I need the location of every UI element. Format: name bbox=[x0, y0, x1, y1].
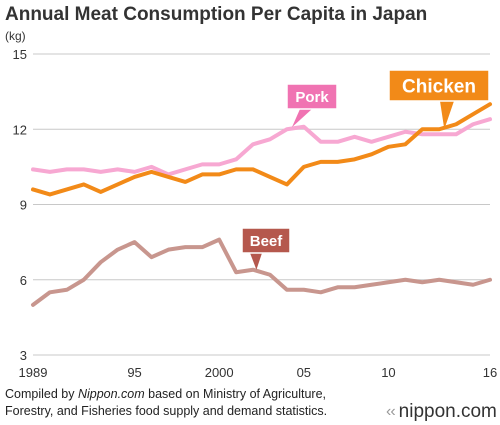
source-note-line-2: Forestry, and Fisheries food supply and … bbox=[5, 404, 328, 418]
pork-label-box bbox=[286, 83, 338, 110]
x-tick-label: 2000 bbox=[205, 365, 234, 380]
beef-series-label: Beef bbox=[250, 233, 284, 250]
source-line-1-rest: based on Ministry of Agriculture, bbox=[144, 387, 326, 401]
series-line-pork bbox=[31, 117, 492, 177]
chicken-label-box bbox=[388, 69, 490, 102]
y-tick-label: 9 bbox=[20, 198, 27, 213]
chart-title: Annual Meat Consumption Per Capita in Ja… bbox=[5, 4, 428, 25]
source-note: Compiled by Nippon.com based on Ministry… bbox=[5, 386, 327, 420]
source-prefix: Compiled by bbox=[5, 387, 78, 401]
chicken-series-label: Chicken bbox=[402, 76, 476, 97]
source-name: Nippon.com bbox=[77, 387, 145, 401]
series-line-chicken bbox=[31, 102, 492, 197]
y-tick-label: 6 bbox=[20, 273, 27, 288]
pork-series-label: Pork bbox=[295, 89, 329, 106]
y-tick-label: 3 bbox=[20, 348, 27, 363]
series-line-beef bbox=[31, 237, 492, 307]
beef-label-pointer bbox=[250, 253, 262, 270]
beef-label-box bbox=[241, 227, 291, 254]
line-chart: 3 6 9 12 15 (kg) 1989 95 2000 05 10 16 Pork Chicken Be… bbox=[5, 29, 497, 380]
pork-label-pointer bbox=[291, 109, 312, 128]
y-tick-label: 12 bbox=[13, 122, 27, 137]
x-tick-label: 10 bbox=[381, 365, 395, 380]
nippon-logo-mark-icon: ‹‹ bbox=[386, 403, 396, 420]
brand-text: nippon.com bbox=[398, 401, 497, 422]
source-note-line-1: Compiled by Nippon.com based on Ministry… bbox=[5, 386, 327, 403]
x-tick-label: 05 bbox=[297, 365, 311, 380]
x-tick-label: 16 bbox=[483, 365, 497, 380]
x-tick-label: 95 bbox=[127, 365, 141, 380]
y-unit-label: (kg) bbox=[5, 29, 26, 43]
x-tick-label: 1989 bbox=[19, 365, 48, 380]
y-tick-label: 15 bbox=[13, 47, 27, 62]
brand-logo: ‹‹ nippon.com bbox=[386, 401, 497, 423]
chicken-label-pointer bbox=[440, 101, 454, 130]
